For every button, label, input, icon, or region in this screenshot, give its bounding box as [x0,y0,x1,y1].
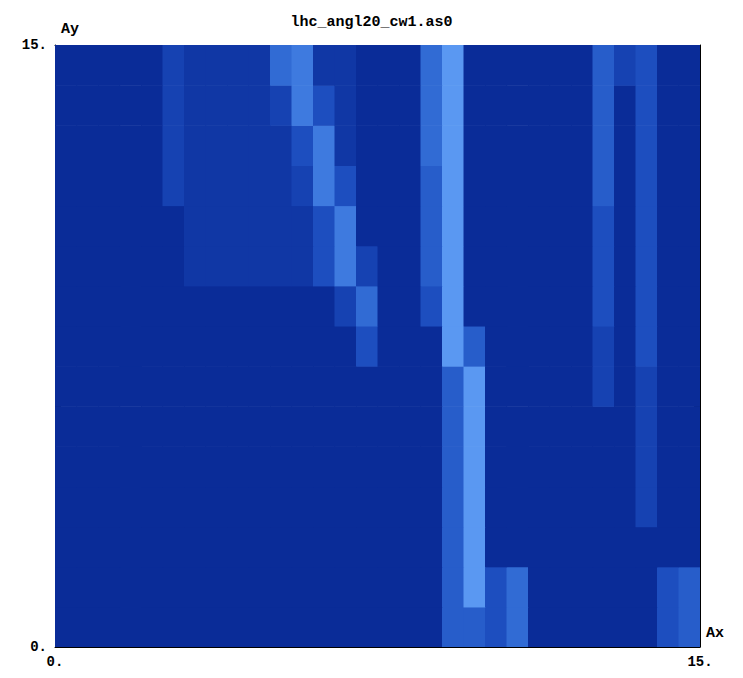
svg-text:Ax: Ax [706,625,724,642]
svg-text:15.: 15. [22,37,47,53]
svg-text:15.: 15. [687,654,712,670]
svg-text:0.: 0. [47,654,64,670]
svg-text:Ay: Ay [61,21,79,38]
svg-text:0.: 0. [30,639,47,655]
svg-text:lhc_angl20_cw1.as0: lhc_angl20_cw1.as0 [290,14,452,31]
